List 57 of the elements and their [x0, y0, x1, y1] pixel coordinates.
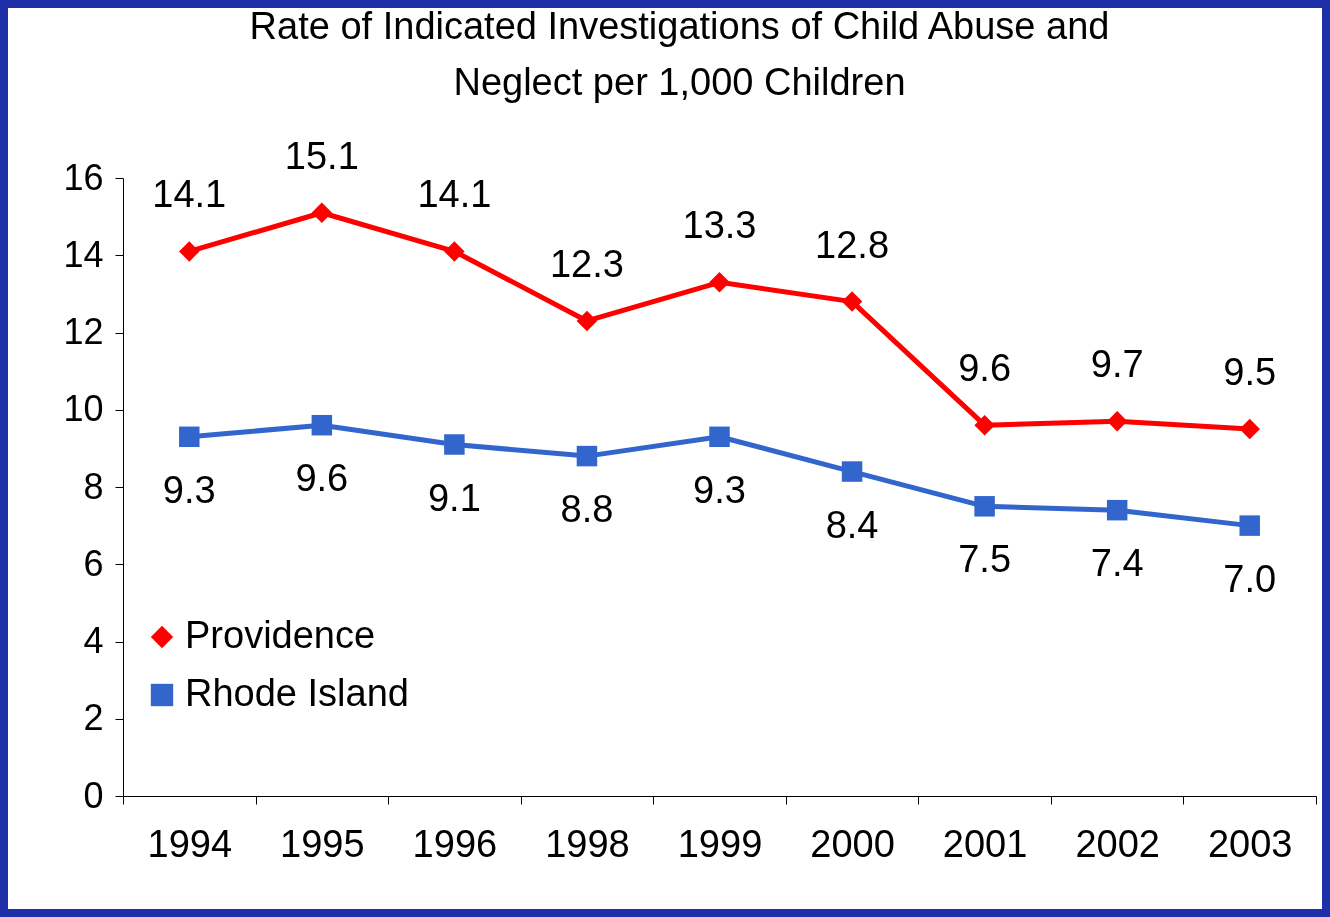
y-tick-label: 10: [63, 388, 104, 430]
data-label: 14.1: [417, 173, 492, 216]
data-label: 9.6: [295, 457, 349, 500]
y-tick-label: 16: [63, 156, 104, 198]
point: [841, 461, 863, 482]
data-label: 13.3: [682, 204, 757, 247]
data-label: 9.6: [958, 347, 1012, 390]
x-tick-label: 1998: [545, 822, 630, 865]
data-label: 14.1: [152, 173, 227, 216]
data-label: 7.4: [1090, 542, 1144, 585]
y-tick-label: 12: [63, 311, 104, 352]
point: [709, 426, 730, 448]
point: [444, 241, 465, 262]
x-tick-label: 1996: [412, 822, 498, 865]
point: [1239, 418, 1260, 440]
x-tick-label: 2003: [1207, 822, 1293, 865]
data-label: 9.3: [162, 468, 216, 511]
point: [179, 241, 200, 262]
legend-label: Rhode Island: [185, 672, 409, 714]
point: [311, 414, 333, 436]
y-tick-label: 4: [83, 620, 104, 661]
point: [576, 445, 598, 467]
data-label: 9.3: [693, 468, 746, 511]
data-label: 7.0: [1223, 557, 1277, 600]
point: [311, 202, 333, 224]
point: [576, 310, 598, 332]
data-label: 8.4: [825, 503, 879, 546]
x-tick-label: 2001: [942, 822, 1028, 865]
y-tick-label: 2: [83, 697, 104, 739]
data-label: 9.7: [1090, 343, 1144, 386]
chart-title: Rate of Indicated Investigations of Child Abuse and Neglect per 1,000 Children: [249, 4, 1110, 103]
data-label: 9.5: [1223, 351, 1277, 394]
x-tick-label: 2000: [810, 822, 895, 865]
legend-label: Providence: [185, 614, 376, 656]
y-tick-label: 8: [83, 465, 104, 507]
point: [974, 414, 995, 436]
data-label: 15.1: [284, 134, 359, 177]
y-tick-label: 6: [83, 542, 104, 584]
point: [1239, 515, 1260, 536]
point: [974, 496, 995, 517]
point: [1106, 499, 1128, 521]
point: [709, 272, 730, 293]
point: [444, 434, 465, 455]
point: [841, 291, 863, 312]
x-tick-label: 1994: [147, 822, 233, 865]
data-label: 9.1: [427, 476, 481, 519]
x-tick-label: 1999: [677, 822, 763, 865]
data-label: 12.3: [549, 242, 624, 285]
point: [1106, 411, 1128, 432]
data-label: 7.5: [958, 538, 1012, 581]
x-tick-label: 1995: [280, 822, 365, 865]
x-tick-label: 2002: [1075, 822, 1160, 865]
data-label: 8.8: [560, 488, 614, 531]
y-tick-label: 0: [83, 774, 104, 816]
y-tick-label: 14: [63, 233, 104, 275]
data-label: 12.8: [815, 223, 890, 266]
point: [179, 426, 200, 448]
